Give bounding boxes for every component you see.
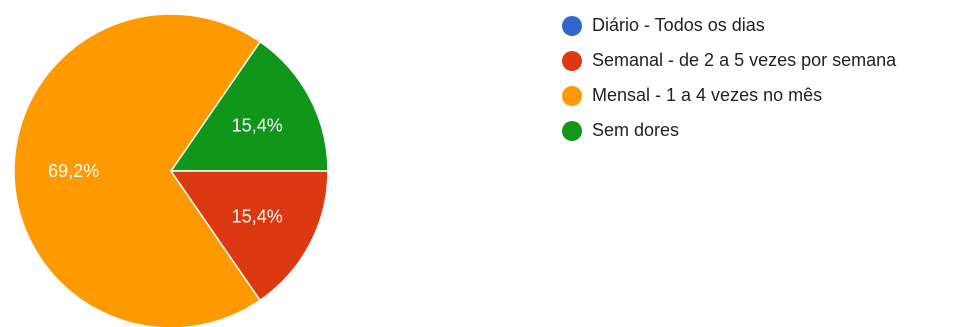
legend-item-mensal[interactable]: Mensal - 1 a 4 vezes no mês — [562, 78, 896, 113]
chart-legend: Diário - Todos os dias Semanal - de 2 a … — [562, 8, 896, 148]
legend-item-semanal[interactable]: Semanal - de 2 a 5 vezes por semana — [562, 43, 896, 78]
legend-label: Mensal - 1 a 4 vezes no mês — [592, 85, 823, 105]
legend-swatch — [562, 85, 582, 106]
slice-data-label-2: 15,4% — [232, 206, 283, 226]
legend-swatch — [562, 15, 582, 36]
legend-swatch — [562, 50, 582, 71]
legend-label: Diário - Todos os dias — [592, 15, 765, 35]
pie-slice-3[interactable] — [13, 13, 262, 327]
legend-swatch — [562, 120, 582, 141]
pie-slice-4[interactable] — [169, 40, 329, 172]
slice-data-label-3: 69,2% — [48, 161, 99, 181]
pie-chart-plot: 15,4% 69,2% 15,4% — [13, 13, 329, 327]
slice-data-label-4: 15,4% — [232, 116, 283, 136]
legend-item-sem-dores[interactable]: Sem dores — [562, 113, 896, 148]
legend-label: Sem dores — [592, 120, 680, 140]
legend-item-diario[interactable]: Diário - Todos os dias — [562, 8, 896, 43]
pie-slice-2[interactable] — [169, 170, 329, 302]
legend-label: Semanal - de 2 a 5 vezes por semana — [592, 50, 897, 70]
